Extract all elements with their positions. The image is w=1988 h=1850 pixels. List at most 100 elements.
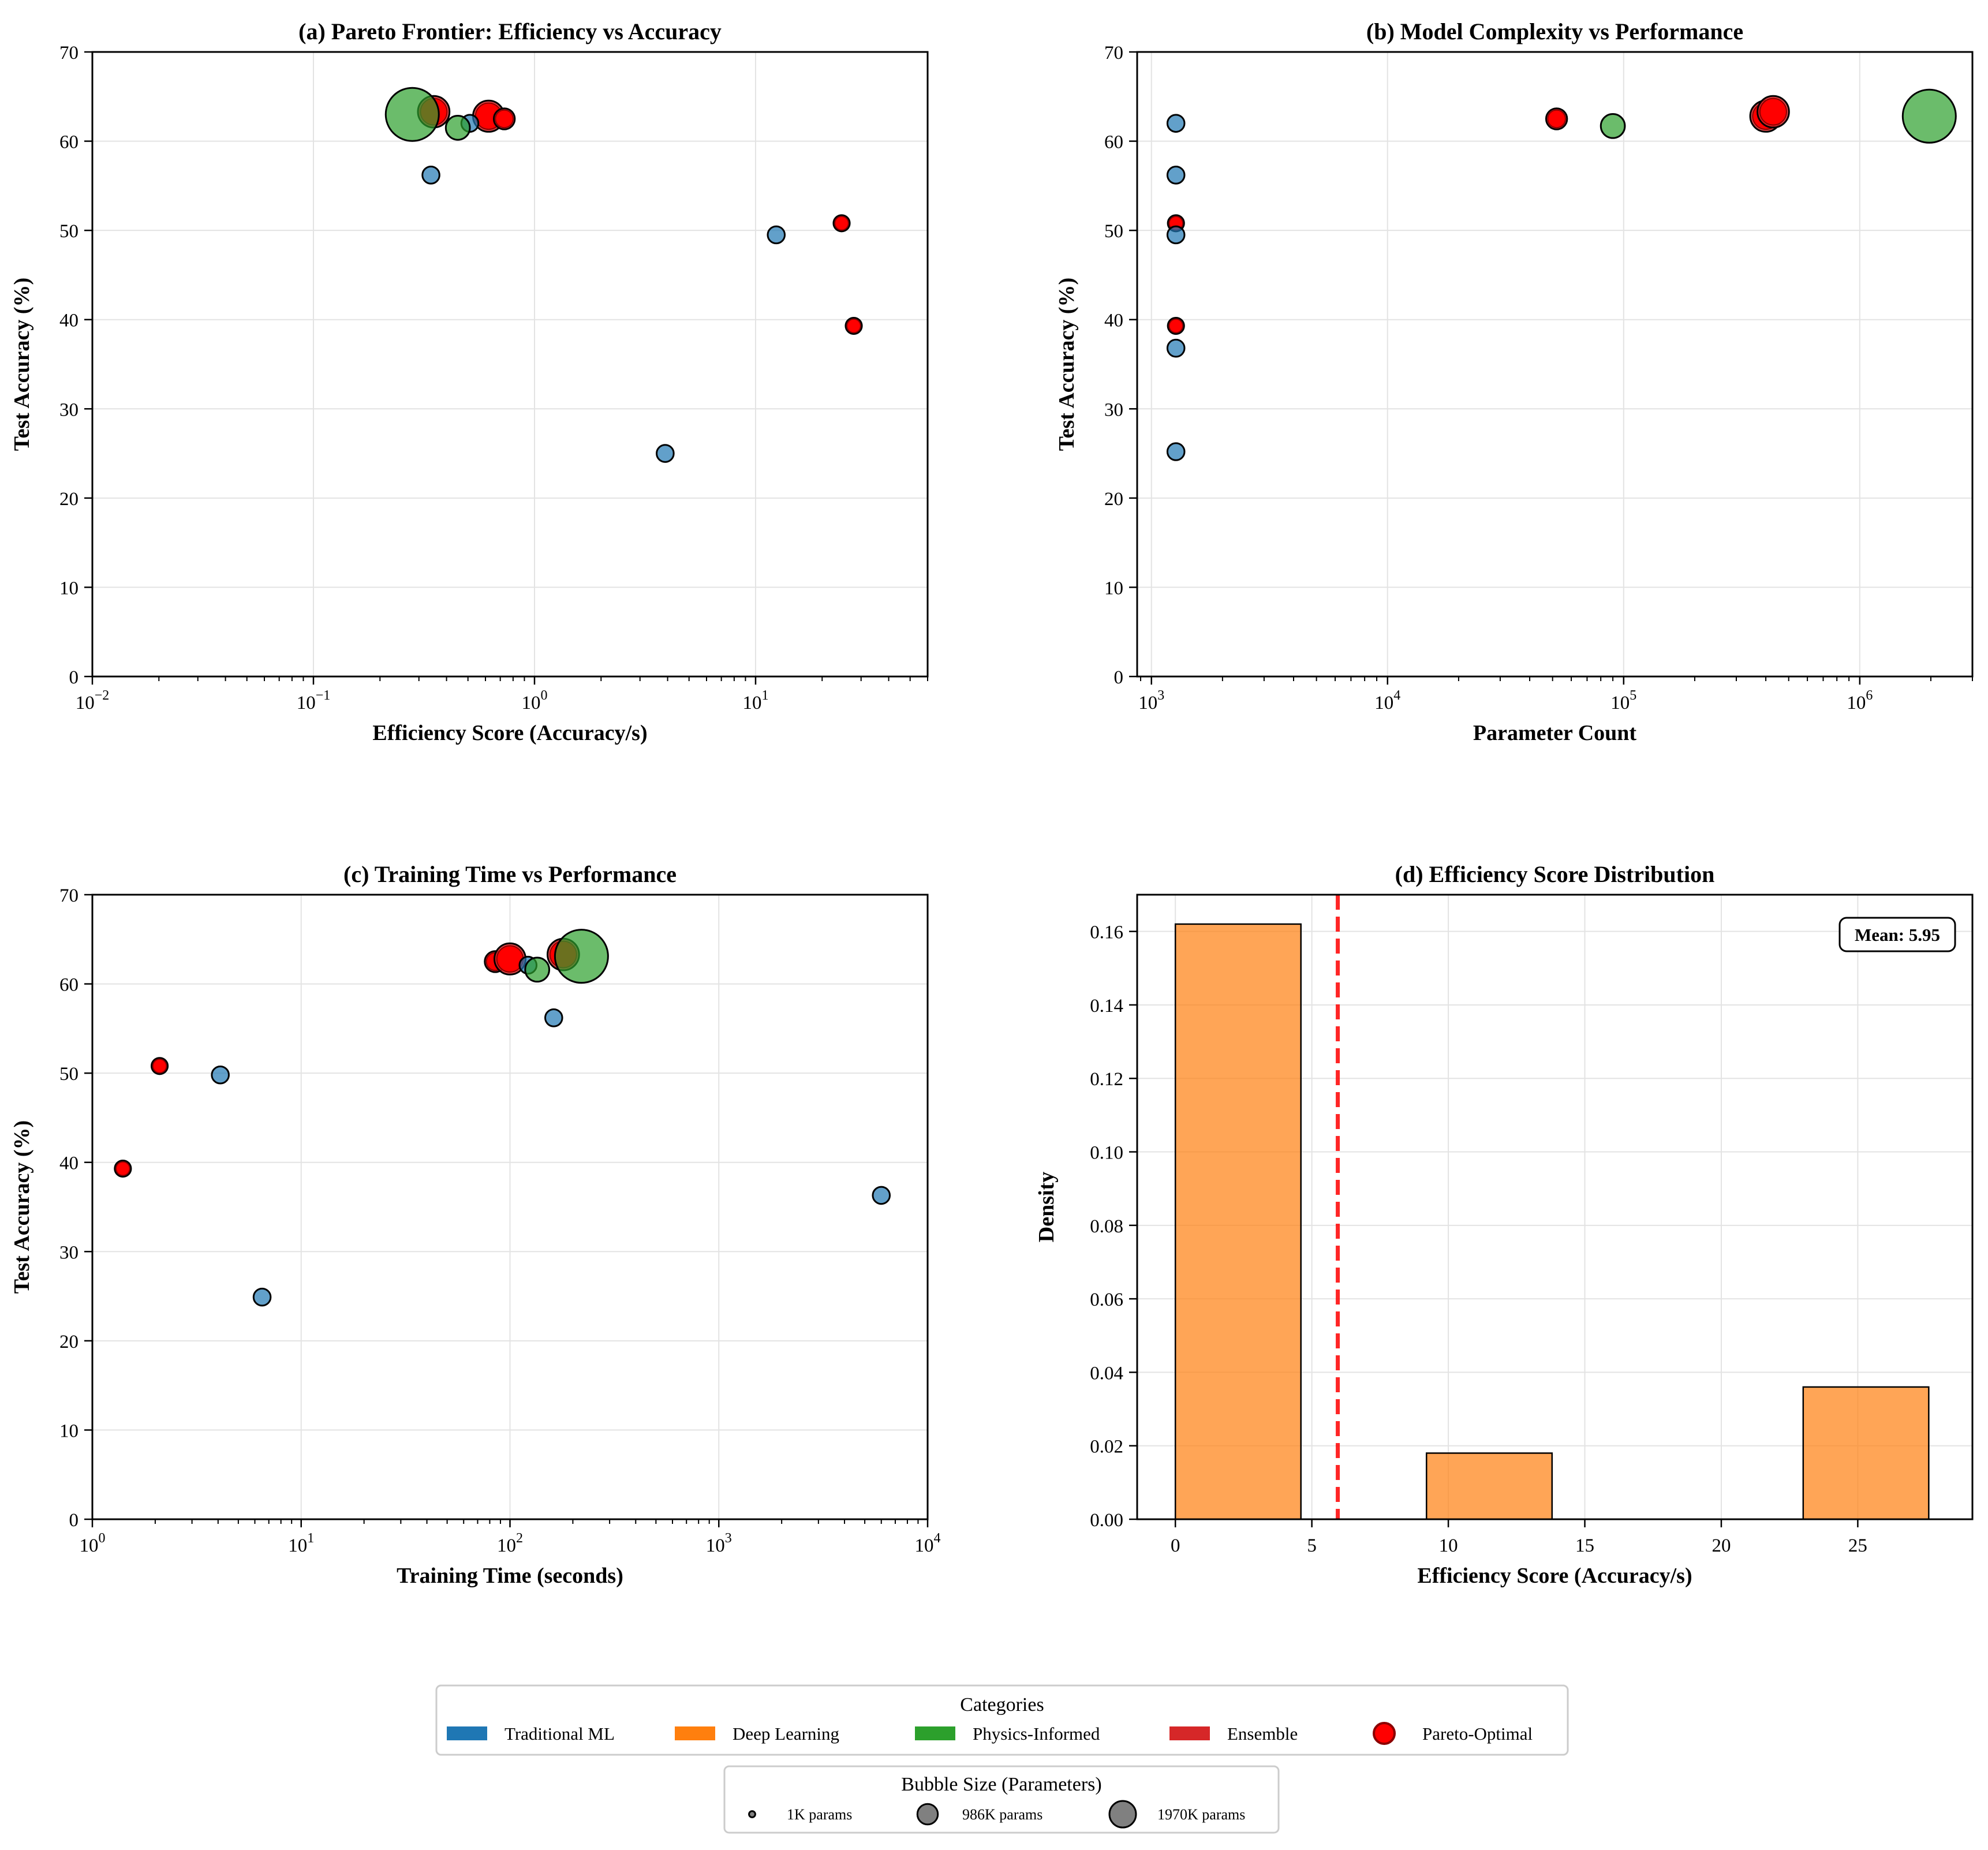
y-tick-label: 60 [59,132,79,153]
x-tick-label: 106 [1847,688,1873,713]
y-tick-label: 10 [59,578,79,599]
scatter-point [1166,442,1186,461]
x-tick-base: 10 [297,693,316,713]
size-legend-label: 1K params [787,1806,852,1823]
y-tick-label: 0.14 [1090,996,1123,1016]
y-axis-label: Test Accuracy (%) [10,1120,34,1294]
y-tick-label: 0 [69,667,79,688]
y-tick-label: 0.10 [1090,1143,1123,1164]
pareto-legend-marker [1373,1722,1396,1745]
x-tick-base: 10 [915,1535,934,1556]
y-tick-label: 70 [59,43,79,63]
x-tick-label: 103 [706,1531,732,1556]
scatter-point [524,956,550,983]
size-legend-marker [916,1803,939,1826]
mean-annotation-text: Mean: 5.95 [1855,925,1940,945]
x-tick-base: 10 [497,1535,516,1556]
pareto-marker [846,318,861,334]
y-tick-label: 50 [59,221,79,242]
x-axis-label: Efficiency Score (Accuracy/s) [372,721,647,745]
x-tick-label: 5 [1307,1535,1317,1556]
legend-label: Physics-Informed [973,1724,1100,1744]
scatter-point [211,1065,230,1085]
x-tick-exponent: 1 [307,1531,314,1546]
legend-swatch [915,1726,955,1740]
y-tick-label: 0.08 [1090,1216,1123,1237]
x-tick-base: 10 [80,1535,99,1556]
x-tick-exponent: 0 [99,1531,106,1546]
legend-swatch [1169,1726,1210,1740]
scatter-point [252,1287,272,1307]
y-tick-label: 40 [59,1153,79,1174]
x-tick-exponent: 4 [1393,688,1400,703]
y-tick-label: 30 [1104,399,1123,420]
x-tick-exponent: −2 [95,688,110,703]
chart-d: Mean: 5.95 0 5 10 15 20 25 0.00 0.02 0.04 0.06 0.08… [1034,861,1974,1588]
category-legend: Categories Traditional ML Deep Learning Phy… [435,1684,1569,1756]
x-tick-label: 10 [1439,1535,1458,1556]
plot-frame [1136,894,1974,1520]
y-tick-label: 70 [1104,43,1123,63]
pareto-marker [834,215,849,231]
x-tick-base: 10 [742,693,761,713]
legend-label: Pareto-Optimal [1422,1724,1533,1744]
x-tick-label: 15 [1575,1535,1594,1556]
chart-title: (b) Model Complexity vs Performance [1366,18,1743,44]
x-tick-base: 10 [76,693,95,713]
x-tick-label: 103 [1138,688,1164,713]
legend-frame [435,1684,1569,1756]
pareto-marker [495,109,514,129]
histogram-bar [1174,923,1302,1520]
scatter-point [872,1186,891,1205]
x-tick-base: 10 [1138,693,1157,713]
x-axis-label: Efficiency Score (Accuracy/s) [1417,1564,1692,1588]
y-axis-label: Test Accuracy (%) [10,278,34,451]
x-tick-label: 101 [288,1531,314,1556]
x-axis-label: Parameter Count [1473,721,1637,745]
scatter-point [444,115,471,141]
x-tick-label: 100 [521,688,547,713]
x-tick-exponent: 0 [540,688,547,703]
histogram-bar [1425,1452,1553,1520]
scatter-point [1600,113,1626,139]
scatter-point [384,87,440,142]
y-tick-label: 70 [59,885,79,906]
scatter-point [1166,225,1186,245]
x-tick-base: 10 [288,1535,307,1556]
size-legend-marker [748,1810,756,1818]
scatter-point [554,929,609,984]
y-tick-label: 0.04 [1090,1363,1123,1384]
x-tick-exponent: 3 [1157,688,1164,703]
x-tick-exponent: 5 [1630,688,1636,703]
y-tick-label: 20 [59,489,79,510]
histogram-bar [1802,1386,1930,1520]
legend-label: Ensemble [1227,1724,1298,1744]
x-tick-exponent: 2 [516,1531,523,1546]
x-tick-label: 10−1 [297,688,331,713]
y-tick-label: 40 [59,311,79,331]
legend-title: Bubble Size (Parameters) [901,1774,1101,1795]
pareto-marker [1547,109,1566,129]
x-tick-base: 10 [1847,693,1866,713]
pareto-marker [1168,318,1184,334]
x-tick-base: 10 [706,1535,725,1556]
y-tick-label: 0.02 [1090,1437,1123,1457]
pareto-marker [115,1161,130,1176]
legend-label: Traditional ML [505,1724,615,1744]
scatter-point [767,225,786,245]
x-tick-exponent: −1 [316,688,331,703]
y-tick-label: 50 [59,1064,79,1085]
chart-title: (c) Training Time vs Performance [343,861,677,887]
mean-annotation-box [1838,917,1956,952]
x-tick-label: 101 [742,688,768,713]
y-tick-label: 60 [1104,132,1123,153]
y-tick-label: 0.12 [1090,1069,1123,1090]
x-tick-label: 104 [1374,688,1400,713]
scatter-point [1166,338,1186,358]
scatter-point [656,444,675,463]
size-legend-label: 1970K params [1157,1806,1245,1823]
x-tick-label: 10−2 [76,688,110,713]
